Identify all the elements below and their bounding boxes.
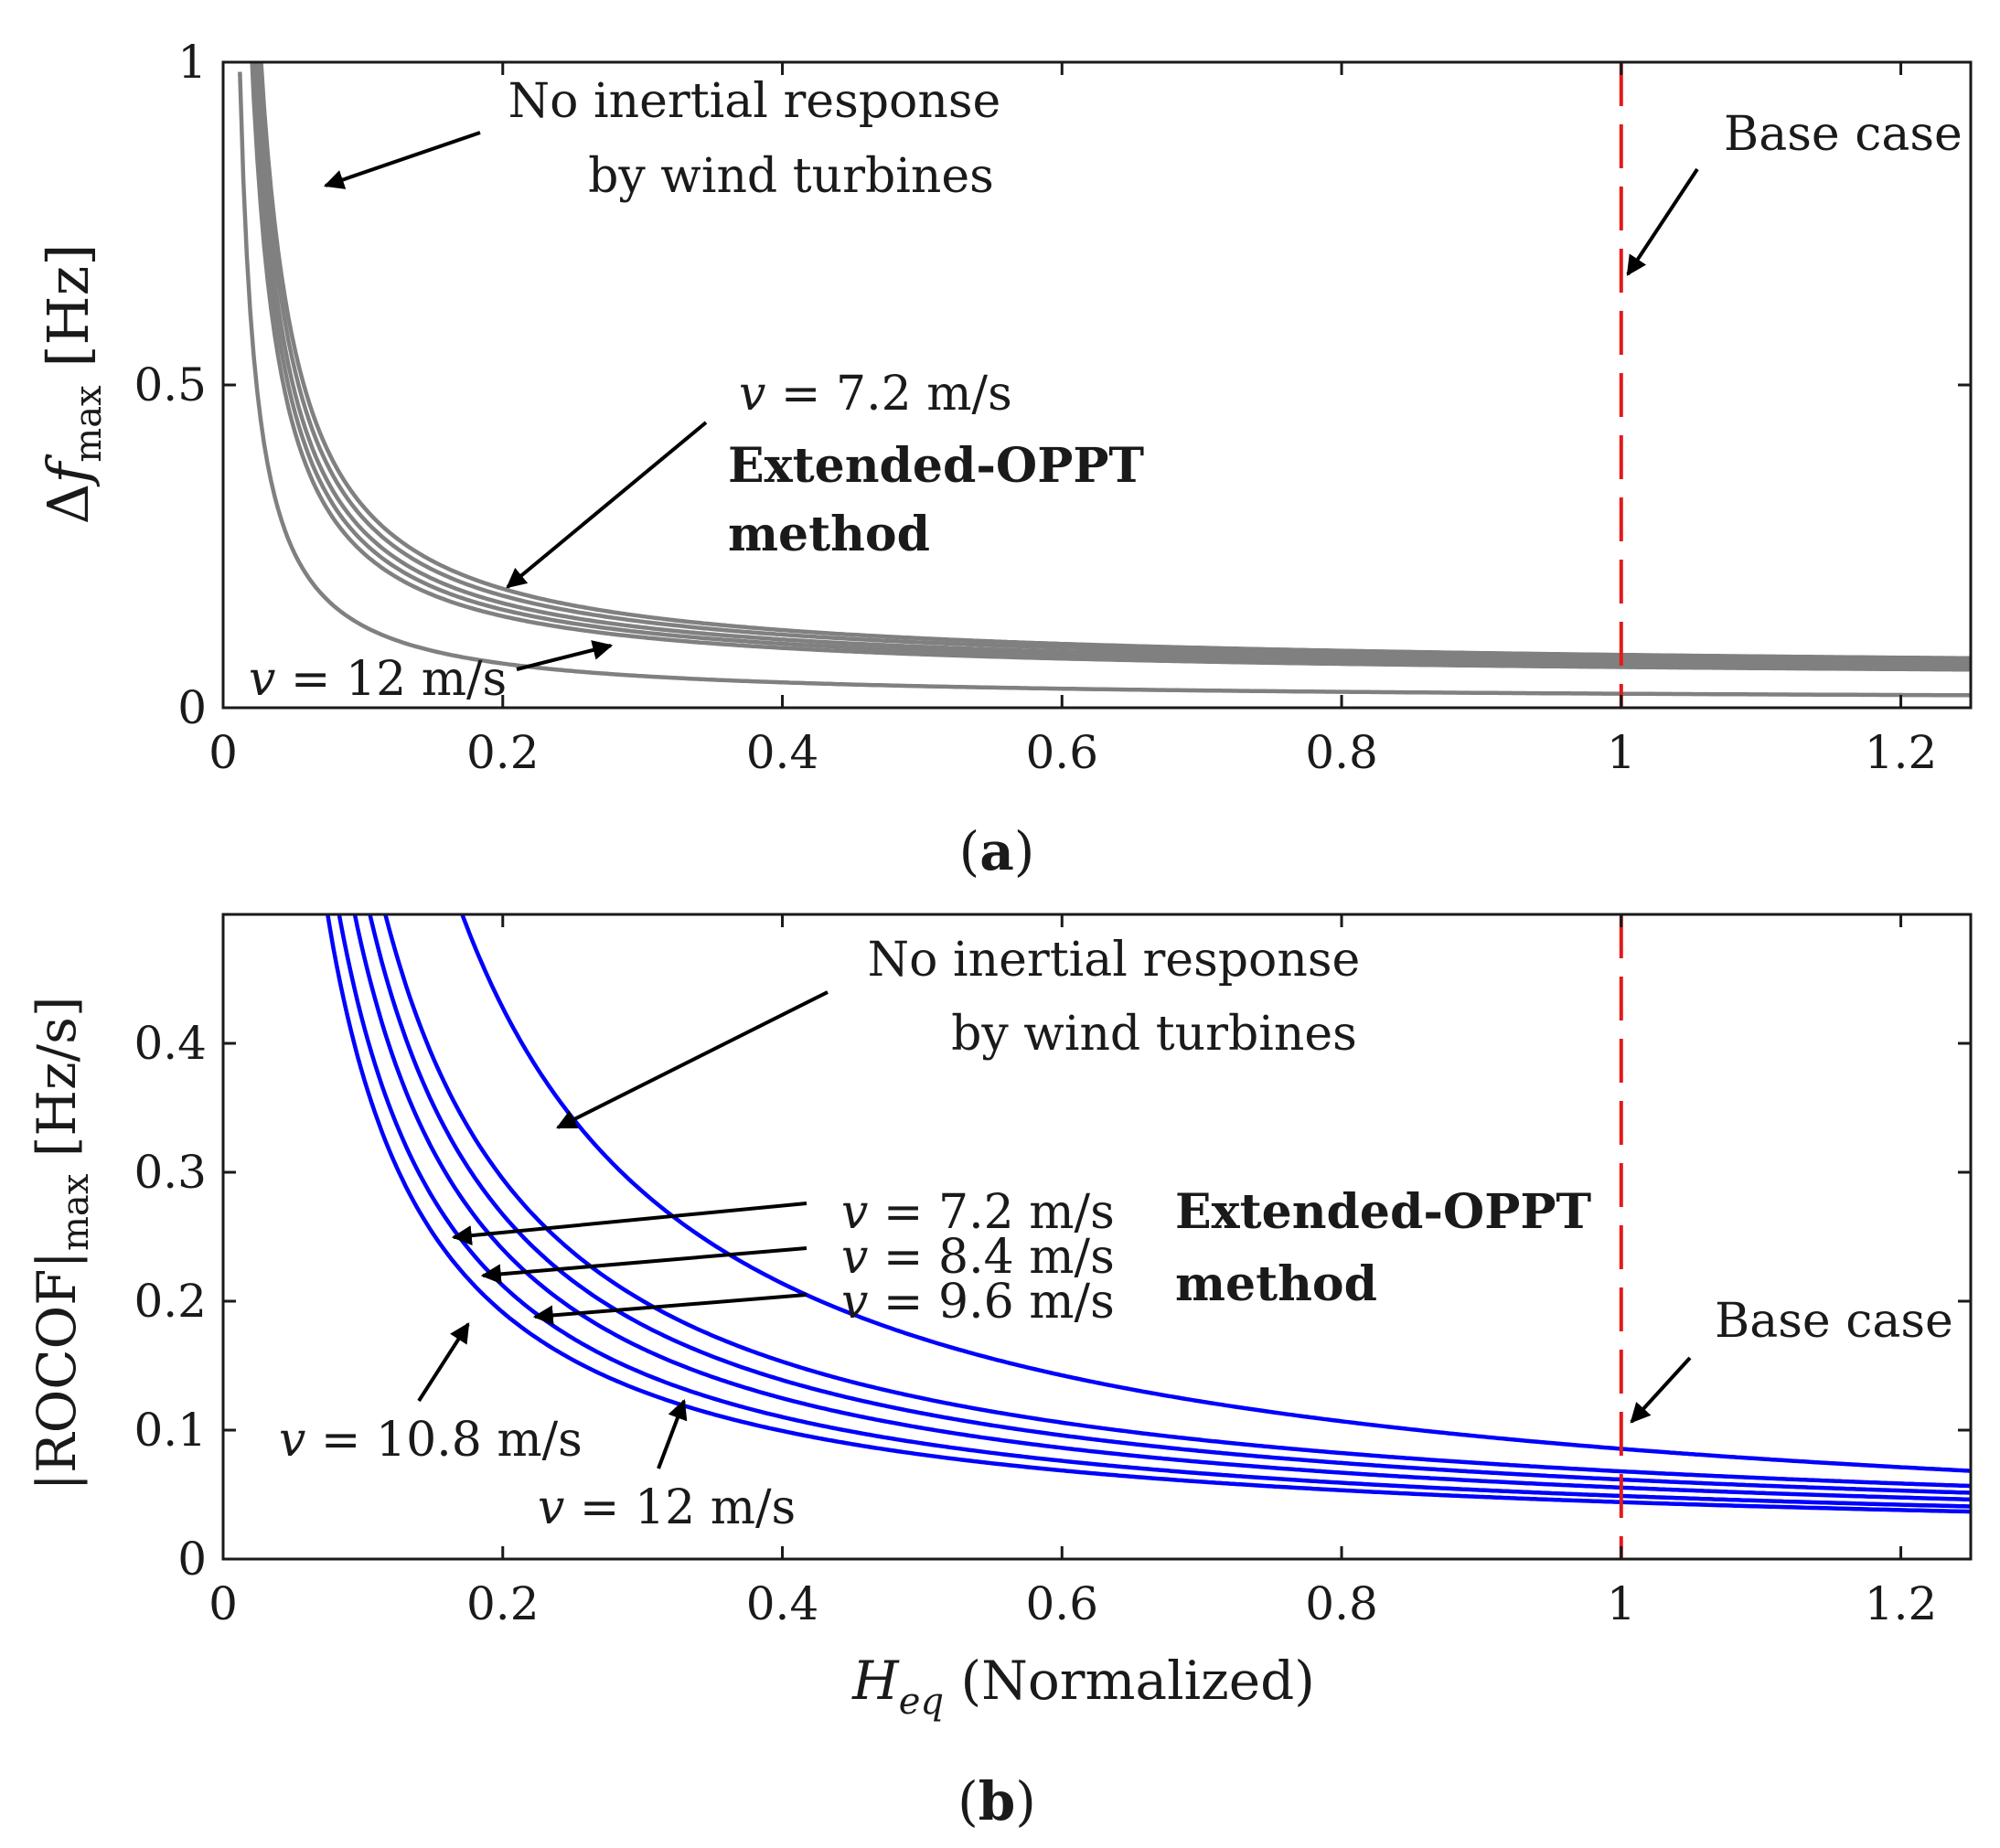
x-tick-label-a-1: 0.2: [466, 726, 540, 779]
arrow-base-case-b: [1630, 1356, 1692, 1424]
arrow-v84-b: [480, 1246, 807, 1285]
annotation-method-b-line1: Extended-OPPT: [1175, 1184, 1591, 1240]
x-axis-label-b: Heq (Normalized): [851, 1650, 1315, 1723]
x-tick-label-b-3: 0.6: [1026, 1577, 1099, 1630]
x-tick-label-b-0: 0: [209, 1577, 238, 1630]
y-tick-label-b-1: 0.1: [134, 1404, 207, 1457]
arrow-v12-a: [516, 640, 614, 671]
annotation-no-inertial-a-line2: by wind turbines: [588, 149, 994, 204]
x-tick-label-a-0: 0: [209, 726, 238, 779]
caption-a: (a): [959, 820, 1035, 882]
annotation-v12-b: v = 12 m/s: [538, 1480, 796, 1535]
series-line-b-2: [383, 914, 1971, 1489]
x-tick-label-a-2: 0.4: [746, 726, 819, 779]
annotation-method-a-line2: method: [728, 507, 930, 562]
annotation-v96-b: v = 9.6 m/s: [841, 1275, 1115, 1330]
annotation-v72-a: v = 7.2 m/s: [739, 367, 1012, 422]
annotation-v108-b: v = 10.8 m/s: [279, 1413, 583, 1468]
arrow-v12-b: [657, 1398, 688, 1469]
panel-b: 0 0.2 0.4 0.6 0.8 1 1.2 0 0.1 0.2 0.3 0.4 |ROCOF|ma…: [26, 913, 1973, 1832]
series-line-a-2: [259, 62, 1971, 661]
x-tick-label-b-5: 1: [1607, 1577, 1636, 1630]
y-tick-label-a-2: 1: [177, 36, 207, 89]
x-tick-label-a-3: 0.6: [1026, 726, 1099, 779]
annotation-method-a-line1: Extended-OPPT: [728, 438, 1144, 494]
x-tick-label-b-2: 0.4: [746, 1577, 819, 1630]
arrow-v108-b: [417, 1322, 470, 1403]
arrow-v72-b: [451, 1202, 807, 1246]
annotation-no-inertial-b-line1: No inertial response: [868, 933, 1361, 988]
series-line-b-4: [352, 914, 1971, 1502]
x-tick-label-b-1: 0.2: [466, 1577, 540, 1630]
series-line-b-1: [460, 914, 1971, 1473]
ticks-b: 0 0.2 0.4 0.6 0.8 1 1.2 0 0.1 0.2 0.3 0.4: [134, 914, 1971, 1630]
arrow-v96-b: [532, 1293, 807, 1326]
x-tick-label-a-4: 0.8: [1305, 726, 1378, 779]
series-line-b-5: [337, 914, 1971, 1509]
y-tick-label-a-0: 0: [177, 681, 207, 734]
annotation-v84-b: v = 8.4 m/s: [841, 1230, 1115, 1285]
y-tick-label-a-1: 0.5: [134, 358, 207, 411]
caption-b: (b): [957, 1770, 1036, 1832]
annotation-base-case-b: Base case: [1715, 1294, 1953, 1349]
y-tick-label-b-3: 0.3: [134, 1146, 207, 1199]
series-line-a-6: [250, 62, 1971, 672]
arrow-no-inertial-a: [323, 131, 481, 189]
x-tick-label-a-6: 1.2: [1865, 726, 1938, 779]
series-line-a-5: [251, 62, 1971, 669]
annotation-v12-a: v = 12 m/s: [249, 652, 507, 707]
annotation-no-inertial-b-line2: by wind turbines: [951, 1007, 1357, 1062]
y-axis-label-a: Δfmax [Hz]: [35, 244, 110, 525]
series-line-b-3: [368, 914, 1971, 1495]
x-tick-label-b-6: 1.2: [1865, 1577, 1938, 1630]
plot-frame-b: [221, 913, 1973, 1561]
annotation-base-case-a: Base case: [1724, 107, 1963, 162]
series-group-a: [238, 62, 1971, 698]
ticks-a: 0 0.2 0.4 0.6 0.8 1 1.2 0 0.5 1: [134, 36, 1971, 779]
series-line-a-3: [256, 62, 1971, 664]
arrow-base-case-a: [1626, 167, 1699, 276]
series-line-a-4: [254, 62, 1971, 667]
y-tick-label-b-2: 0.2: [134, 1275, 207, 1328]
arrow-no-inertial-b: [556, 990, 829, 1129]
y-tick-label-b-4: 0.4: [134, 1017, 207, 1070]
panel-a: 0 0.2 0.4 0.6 0.8 1 1.2 0 0.5 1 Δfmax [Hz] No ine…: [35, 36, 1973, 882]
annotation-no-inertial-a-line1: No inertial response: [508, 74, 1001, 129]
x-tick-label-b-4: 0.8: [1305, 1577, 1378, 1630]
series-line-b-6: [325, 914, 1971, 1514]
series-group-b: [325, 914, 1971, 1514]
arrow-v72-a: [506, 421, 708, 589]
x-tick-label-a-5: 1: [1607, 726, 1636, 779]
annotation-method-b-line2: method: [1175, 1256, 1377, 1312]
y-tick-label-b-0: 0: [177, 1533, 207, 1586]
y-axis-label-b: |ROCOF|max [Hz/s]: [26, 997, 97, 1491]
annotation-v72-b: v = 7.2 m/s: [841, 1185, 1115, 1240]
